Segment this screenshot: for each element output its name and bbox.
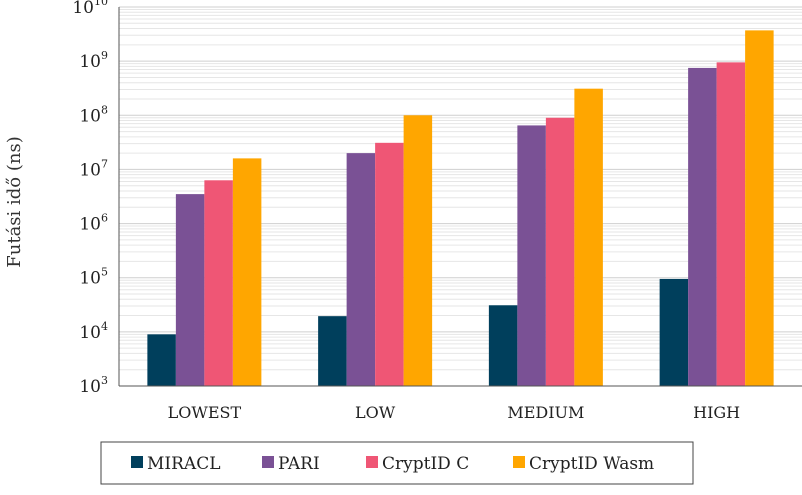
y-axis-title: Futási idő (ns) xyxy=(4,136,25,267)
bar-pari-medium xyxy=(517,125,546,386)
y-tick-label: 1010 xyxy=(72,0,108,18)
legend-swatch-cryptid-wasm xyxy=(513,456,525,468)
bar-miracl-high xyxy=(659,278,689,386)
bar-cryptid-wasm-high xyxy=(745,30,774,387)
bar-miracl-lowest xyxy=(147,334,176,386)
y-tick-label: 108 xyxy=(79,103,108,126)
legend-label-miracl: MIRACL xyxy=(147,454,221,474)
y-tick-label: 104 xyxy=(79,320,108,343)
y-tick-label: 109 xyxy=(79,49,108,72)
bar-cryptid-c-low xyxy=(375,142,404,386)
y-tick-labels: 103 104 105 106 107 108 109 1010 xyxy=(72,0,108,397)
bar-cryptid-wasm-medium xyxy=(574,88,603,386)
bars xyxy=(147,30,774,387)
bar-pari-lowest xyxy=(175,194,205,386)
bar-cryptid-c-lowest xyxy=(204,180,233,386)
x-tick-label-low: LOW xyxy=(355,403,396,422)
y-tick-label: 103 xyxy=(79,374,108,397)
legend-swatch-pari xyxy=(262,456,274,468)
legend-label-pari: PARI xyxy=(278,454,320,474)
bar-cryptid-c-high xyxy=(716,62,746,386)
x-tick-label-high: HIGH xyxy=(693,403,740,422)
legend-label-cryptid-wasm: CryptID Wasm xyxy=(529,454,654,474)
legend-label-cryptid-c: CryptID C xyxy=(382,454,469,474)
legend-swatch-cryptid-c xyxy=(366,456,378,468)
y-tick-label: 106 xyxy=(79,212,108,235)
x-tick-label-lowest: LOWEST xyxy=(168,403,242,422)
legend-box xyxy=(100,441,694,485)
y-tick-label: 105 xyxy=(79,266,108,289)
axes xyxy=(118,7,802,387)
bar-cryptid-wasm-lowest xyxy=(232,158,262,386)
x-tick-label-medium: MEDIUM xyxy=(507,403,584,422)
y-tick-label: 107 xyxy=(79,157,108,180)
legend: MIRACL PARI CryptID C CryptID Wasm xyxy=(100,441,694,485)
bar-pari-high xyxy=(688,67,717,386)
bar-cryptid-c-medium xyxy=(545,117,575,386)
bar-miracl-low xyxy=(318,316,347,386)
bar-pari-low xyxy=(346,153,376,386)
bar-cryptid-wasm-low xyxy=(403,115,433,387)
x-tick-labels: LOWEST LOW MEDIUM HIGH xyxy=(168,403,741,422)
bar-miracl-medium xyxy=(488,305,518,386)
legend-swatch-miracl xyxy=(131,456,143,468)
